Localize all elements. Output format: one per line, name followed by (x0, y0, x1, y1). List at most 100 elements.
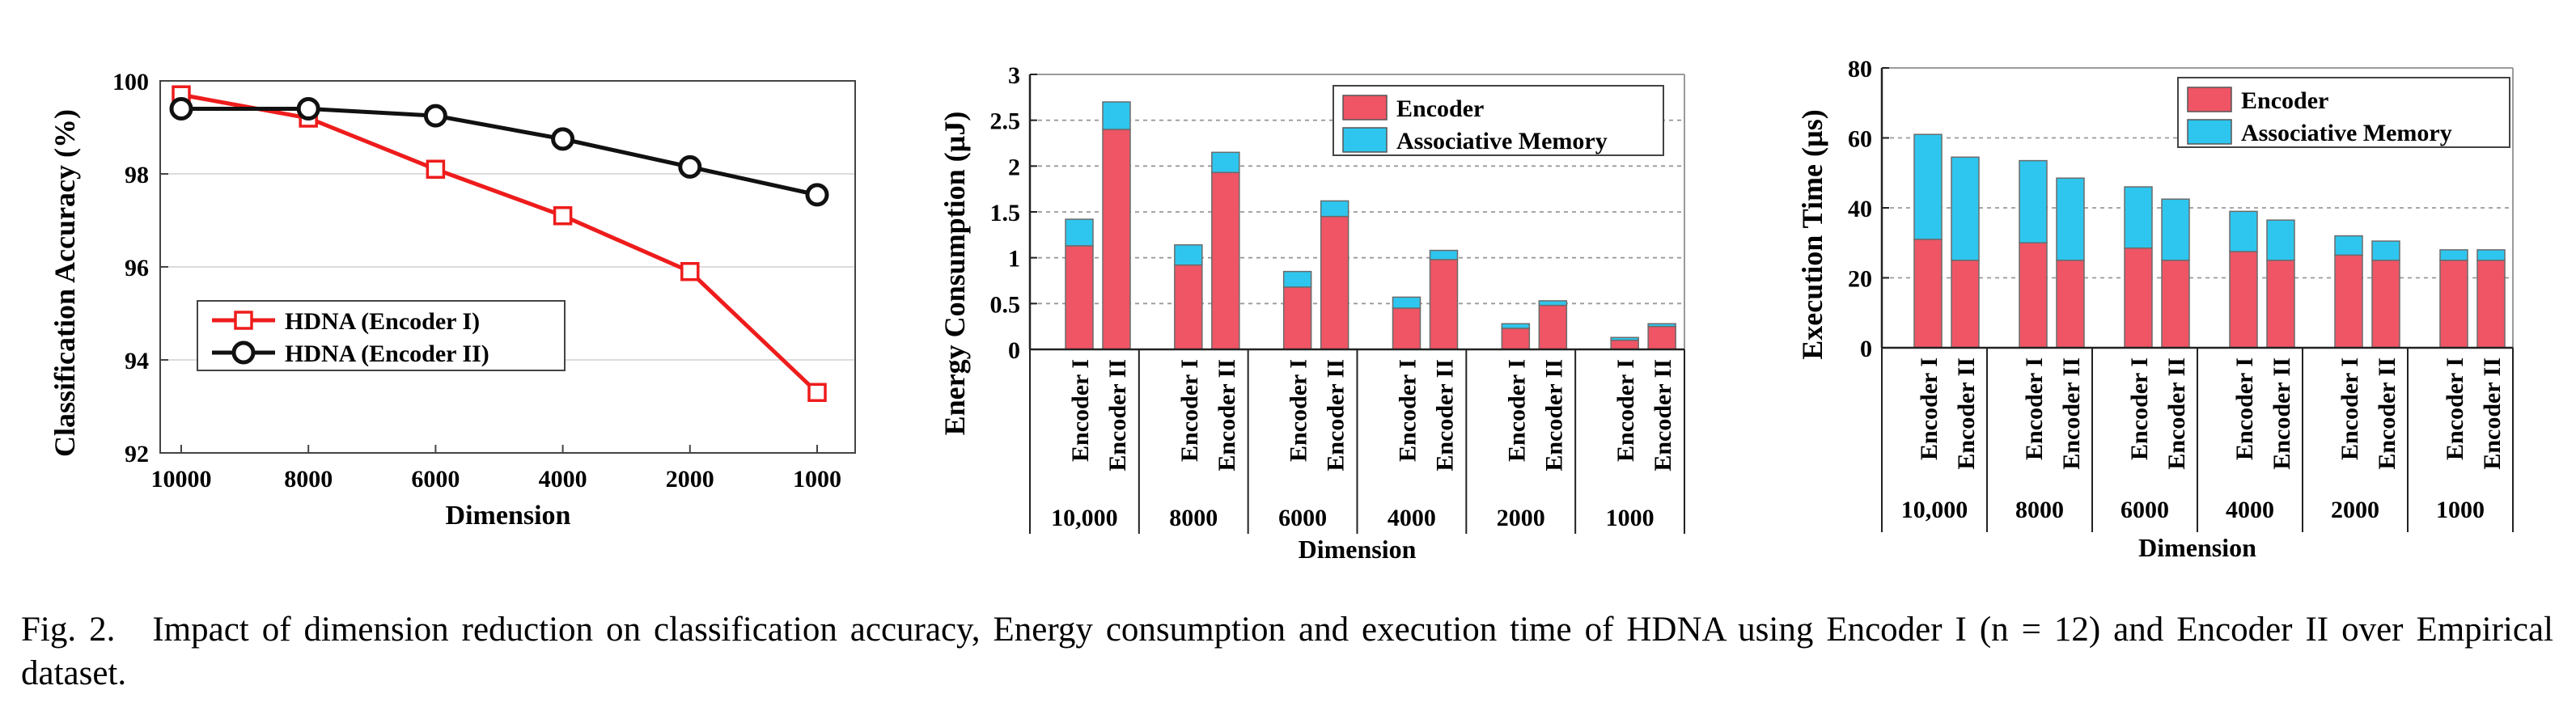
series-line (181, 107, 818, 197)
bar-segment-encoder (1102, 129, 1131, 350)
bar-segment-associative-memory (1951, 156, 1980, 261)
bar-group (2334, 235, 2400, 349)
bar-segment-associative-memory (2371, 240, 2400, 261)
group-label: 10,000 (1901, 497, 1968, 523)
x-tick-label: 10000 (151, 466, 212, 493)
bar-label: Encoder I (2021, 357, 2048, 460)
bar-label: Encoder II (2374, 357, 2400, 470)
series-line (180, 92, 819, 395)
bar-segment-encoder (2161, 260, 2190, 349)
bar-segment-associative-memory (2266, 219, 2295, 261)
bar-segment-associative-memory (2334, 235, 2363, 256)
bar-segment-encoder (1174, 264, 1203, 350)
bar-segment-encoder (1392, 307, 1421, 350)
y-tick-label: 0 (1860, 336, 1872, 362)
bar-segment-encoder (1913, 239, 1943, 349)
legend-swatch (2187, 87, 2232, 112)
x-tick-label: 8000 (284, 466, 333, 493)
bar-segment-encoder (2371, 260, 2400, 349)
bar-segment-associative-memory (2124, 186, 2153, 249)
y-tick-label: 94 (125, 348, 149, 374)
legend-marker (231, 340, 256, 365)
bar-segment-associative-memory (2476, 249, 2506, 261)
legend-swatch (1342, 127, 1388, 153)
bar-segment-associative-memory (1102, 101, 1131, 130)
bar-label: Encoder I (1286, 359, 1312, 462)
data-point (805, 183, 829, 207)
bar-segment-encoder (1501, 328, 1531, 350)
y-tick-label: 1 (1008, 246, 1020, 273)
y-tick-label: 100 (112, 69, 149, 95)
caption-text: Impact of dimension reduction on classif… (21, 611, 2553, 692)
y-tick-label: 60 (1848, 126, 1872, 153)
group-label: 2000 (2331, 497, 2379, 523)
group-label: 1000 (2436, 497, 2485, 523)
x-axis-label: Dimension (2138, 533, 2256, 562)
bar-segment-encoder (2476, 260, 2506, 349)
figure-caption: Fig. 2. Impact of dimension reduction on … (21, 608, 2553, 696)
bar-segment-encoder (2229, 251, 2258, 349)
bar-segment-associative-memory (1065, 218, 1094, 247)
bar-group (1174, 151, 1240, 350)
bar-segment-associative-memory (1392, 296, 1421, 309)
bar-label: Encoder I (1503, 359, 1530, 462)
x-tick-label: 4000 (539, 466, 587, 493)
y-tick-label: 1.5 (990, 200, 1021, 226)
group-label: 6000 (1278, 505, 1327, 531)
bar-label: Encoder II (2479, 357, 2506, 470)
bar-segment-associative-memory (1320, 200, 1349, 218)
y-tick-label: 20 (1848, 266, 1872, 293)
bar-label: Encoder II (2269, 357, 2295, 470)
bar-group (1501, 300, 1568, 350)
bar-group (1065, 101, 1131, 350)
bar-segment-associative-memory (1913, 133, 1943, 240)
bar-segment-encoder (1951, 260, 1980, 349)
legend: Encoder Associative Memory (2177, 77, 2510, 148)
y-axis-label: Execution Time (µs) (1796, 109, 1828, 359)
bar-segment-associative-memory (2229, 210, 2258, 252)
bar-group (2019, 159, 2085, 349)
group-label: 2000 (1497, 505, 1545, 531)
bar-group (1610, 323, 1676, 350)
x-axis-label: Dimension (446, 501, 571, 531)
data-point (423, 104, 447, 128)
bar-segment-encoder (1065, 245, 1094, 350)
y-tick-label: 96 (125, 255, 149, 281)
bar-label: Encoder I (2337, 357, 2363, 460)
y-tick-label: 80 (1848, 56, 1872, 82)
caption-label: Fig. 2. (21, 611, 116, 649)
y-tick-label: 2.5 (990, 108, 1021, 135)
legend-label: Associative Memory (1396, 128, 1608, 154)
data-point (680, 262, 700, 281)
data-point (678, 154, 702, 179)
legend-box (2177, 77, 2510, 148)
bar-segment-encoder (2019, 242, 2048, 349)
bar-segment-associative-memory (1429, 249, 1459, 260)
group-label: 6000 (2121, 497, 2169, 523)
bar-label: Encoder I (1916, 357, 1943, 460)
legend-box (1332, 85, 1664, 156)
bar-label: Encoder II (1104, 359, 1131, 472)
bar-label: Encoder II (1540, 359, 1567, 472)
bar-label: Encoder I (1395, 359, 1421, 462)
legend-box (197, 300, 566, 371)
bar-segment-encoder (2056, 260, 2085, 349)
y-tick-label: 40 (1848, 196, 1872, 222)
legend: Encoder Associative Memory (1332, 85, 1664, 156)
x-tick-label: 2000 (666, 466, 714, 493)
accuracy-chart: 92 94 96 98 100 10000 8000 6000 4000 2000 1000 Dime… (49, 69, 856, 531)
bar-label: Encoder I (2126, 357, 2153, 460)
bar-segment-associative-memory (1501, 323, 1531, 329)
y-tick-label: 98 (125, 162, 149, 188)
group-label: 4000 (1388, 505, 1436, 531)
data-point (169, 97, 193, 121)
data-point (296, 97, 320, 121)
bar-label: Encoder I (1176, 359, 1203, 462)
bar-label: Encoder I (1612, 359, 1639, 462)
y-tick-label: 3 (1008, 62, 1020, 89)
bar-group (1282, 200, 1349, 350)
bar-segment-associative-memory (1538, 300, 1568, 307)
bar-label: Encoder I (2442, 357, 2468, 460)
legend-label: Encoder (2241, 87, 2328, 114)
